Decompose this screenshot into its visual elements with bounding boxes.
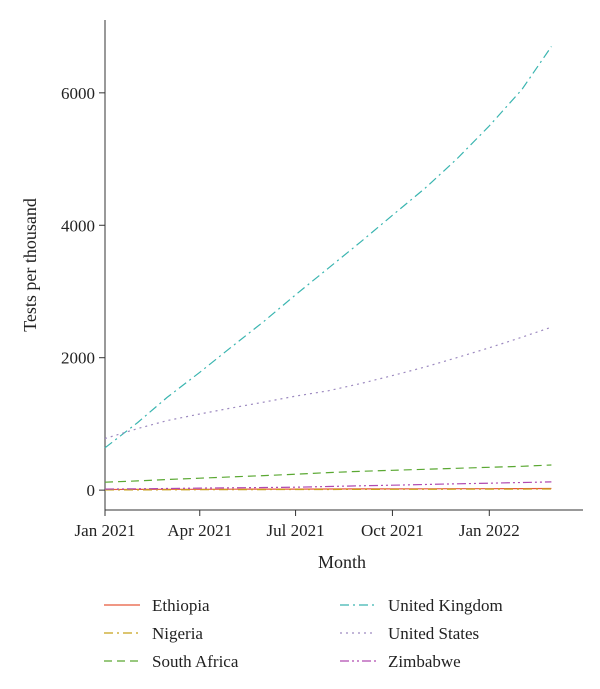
legend-label-nigeria: Nigeria <box>152 624 203 643</box>
x-axis-title: Month <box>318 552 366 572</box>
y-tick-label: 0 <box>87 481 96 500</box>
series-line-nigeria <box>105 488 552 491</box>
legend-label-zimbabwe: Zimbabwe <box>388 652 461 671</box>
y-tick-label: 2000 <box>61 349 95 368</box>
legend: Ethiopia Nigeria South Africa United Kingdo… <box>104 596 503 671</box>
series-layer <box>104 46 552 491</box>
legend-label-ethiopia: Ethiopia <box>152 596 210 615</box>
series-line-zimbabwe <box>104 481 552 490</box>
series-line-united-kingdom <box>104 46 552 449</box>
y-axis-title: Tests per thousand <box>20 198 40 332</box>
x-tick-label: Jul 2021 <box>267 521 325 540</box>
x-tick-label: Jan 2022 <box>459 521 520 540</box>
series-line-united-states <box>104 326 552 440</box>
y-tick-label: 4000 <box>61 216 95 235</box>
x-tick-label: Apr 2021 <box>167 521 232 540</box>
legend-label-united-kingdom: United Kingdom <box>388 596 503 615</box>
y-tick-label: 6000 <box>61 84 95 103</box>
x-tick-label: Oct 2021 <box>361 521 424 540</box>
axes: 0 2000 4000 6000 Jan 2021 Apr 2021 Jul 2021 Oct… <box>61 20 583 540</box>
legend-label-united-states: United States <box>388 624 479 643</box>
series-line-south-africa <box>104 464 552 483</box>
x-tick-label: Jan 2021 <box>75 521 136 540</box>
legend-label-south-africa: South Africa <box>152 652 239 671</box>
